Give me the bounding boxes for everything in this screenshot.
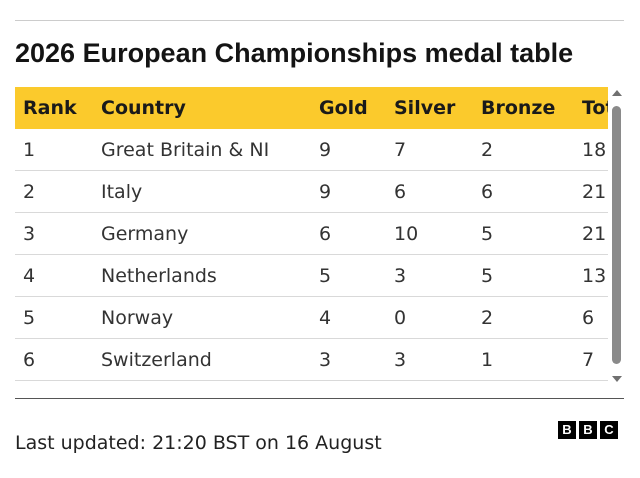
cell-country: Germany [93,212,311,255]
page-title: 2026 European Championships medal table [15,38,574,68]
header-rank: Rank [15,87,93,129]
table-row: 6 Switzerland 3 3 1 7 [15,338,608,381]
cell-gold: 3 [311,338,386,381]
logo-letter: C [600,421,618,439]
last-updated-text: Last updated: 21:20 BST on 16 August [15,432,382,454]
cell-gold: 5 [311,254,386,297]
cell-country: Italy [93,170,311,213]
medal-table: Rank Country Gold Silver Bronze Total 1 … [15,87,608,381]
cell-country: Great Britain & NI [93,129,311,171]
cell-total: 21 [574,212,608,255]
cell-total: 13 [574,254,608,297]
cell-silver: 3 [386,254,473,297]
cell-bronze: 6 [473,170,574,213]
table-row: 4 Netherlands 5 3 5 13 [15,254,608,297]
cell-country: Netherlands [93,254,311,297]
cell-rank: 5 [15,296,93,339]
cell-total: 7 [574,338,608,381]
bottom-divider [15,398,624,399]
triangle-up-icon[interactable] [612,90,622,96]
top-divider [15,20,624,21]
vertical-scrollbar[interactable] [610,90,624,382]
cell-bronze: 2 [473,296,574,339]
table-row: 3 Germany 6 10 5 21 [15,212,608,255]
header-country: Country [93,87,311,129]
header-bronze: Bronze [473,87,574,129]
cell-total: 18 [574,129,608,171]
triangle-down-icon[interactable] [612,376,622,382]
cell-bronze: 1 [473,338,574,381]
header-total: Total [574,87,608,129]
table-row: 2 Italy 9 6 6 21 [15,170,608,213]
cell-gold: 6 [311,212,386,255]
header-silver: Silver [386,87,473,129]
scrollbar-thumb[interactable] [612,106,621,364]
header-gold: Gold [311,87,386,129]
cell-country: Norway [93,296,311,339]
cell-bronze: 5 [473,254,574,297]
cell-silver: 0 [386,296,473,339]
cell-silver: 6 [386,170,473,213]
cell-country: Switzerland [93,338,311,381]
logo-letter: B [579,421,597,439]
cell-rank: 4 [15,254,93,297]
table-row: 1 Great Britain & NI 9 7 2 18 [15,129,608,171]
cell-rank: 2 [15,170,93,213]
cell-rank: 6 [15,338,93,381]
cell-silver: 3 [386,338,473,381]
cell-rank: 1 [15,129,93,171]
medal-table-container[interactable]: Rank Country Gold Silver Bronze Total 1 … [15,87,608,383]
cell-silver: 10 [386,212,473,255]
bbc-logo: B B C [558,421,618,439]
cell-bronze: 5 [473,212,574,255]
cell-gold: 4 [311,296,386,339]
cell-gold: 9 [311,170,386,213]
table-row: 5 Norway 4 0 2 6 [15,296,608,339]
cell-total: 21 [574,170,608,213]
cell-total: 6 [574,296,608,339]
table-header-row: Rank Country Gold Silver Bronze Total [15,87,608,129]
logo-letter: B [558,421,576,439]
cell-gold: 9 [311,129,386,171]
cell-rank: 3 [15,212,93,255]
cell-bronze: 2 [473,129,574,171]
cell-silver: 7 [386,129,473,171]
